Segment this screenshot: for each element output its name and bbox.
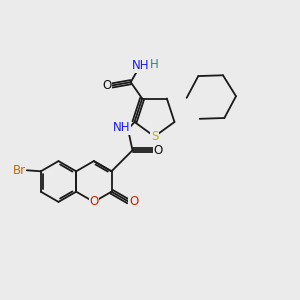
Text: NH: NH bbox=[113, 121, 130, 134]
Text: NH: NH bbox=[131, 59, 149, 72]
Text: O: O bbox=[102, 79, 111, 92]
Text: Br: Br bbox=[13, 164, 26, 177]
Text: S: S bbox=[151, 130, 158, 143]
Text: H: H bbox=[150, 58, 159, 71]
Text: O: O bbox=[153, 144, 163, 157]
Text: O: O bbox=[89, 195, 98, 208]
Text: O: O bbox=[129, 195, 138, 208]
